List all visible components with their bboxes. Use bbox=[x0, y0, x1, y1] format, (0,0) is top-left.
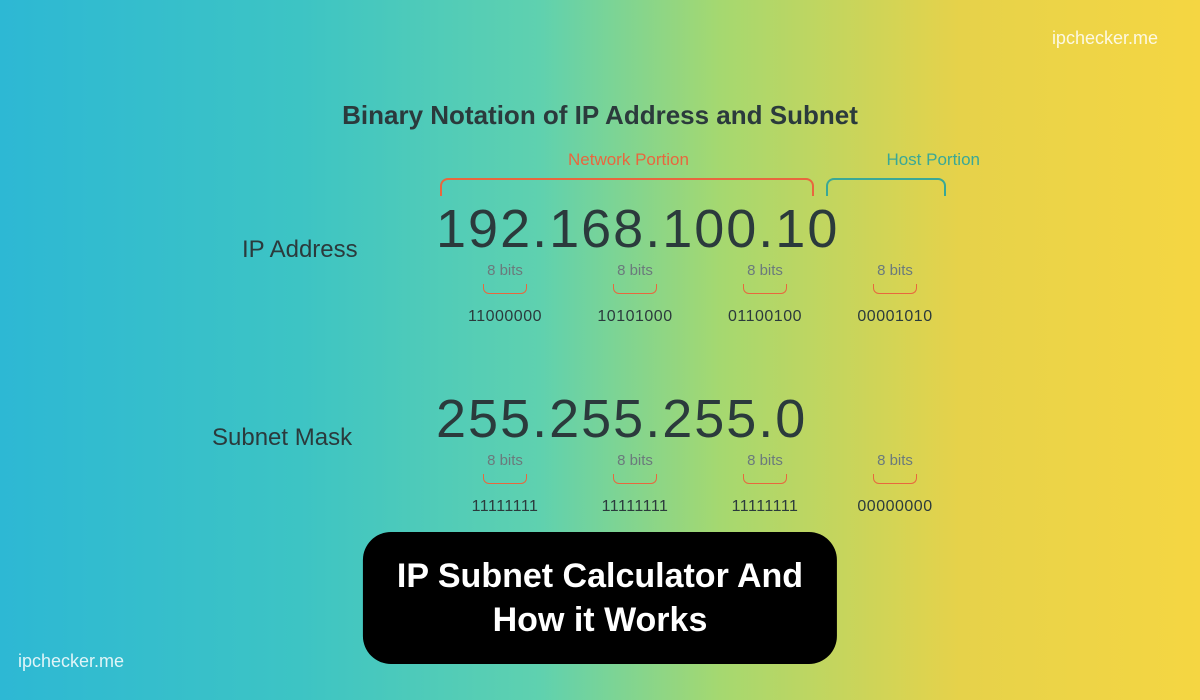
caption-line-1: IP Subnet Calculator And bbox=[397, 554, 803, 598]
mini-bracket bbox=[700, 474, 830, 484]
watermark-top-right: ipchecker.me bbox=[1052, 28, 1158, 49]
bits-label: 8 bits bbox=[570, 452, 700, 469]
binary-octet: 11111111 bbox=[440, 498, 570, 516]
diagram-title: Binary Notation of IP Address and Subnet bbox=[342, 100, 858, 131]
mask-bits-row: 8 bits 8 bits 8 bits 8 bits bbox=[440, 452, 960, 469]
subnet-mask-value: 255.255.255.0 bbox=[436, 388, 807, 450]
network-portion-label: Network Portion bbox=[568, 150, 689, 170]
mini-bracket bbox=[830, 474, 960, 484]
binary-octet: 00001010 bbox=[830, 308, 960, 326]
mini-bracket bbox=[700, 284, 830, 294]
portion-labels-row: Network Portion Host Portion bbox=[440, 150, 980, 178]
bits-label: 8 bits bbox=[830, 452, 960, 469]
ip-bits-row: 8 bits 8 bits 8 bits 8 bits bbox=[440, 262, 960, 279]
network-bracket bbox=[440, 178, 814, 196]
caption-box: IP Subnet Calculator And How it Works bbox=[363, 532, 837, 664]
bits-label: 8 bits bbox=[440, 262, 570, 279]
host-portion-label: Host Portion bbox=[886, 150, 980, 170]
subnet-mask-label: Subnet Mask bbox=[212, 424, 352, 452]
watermark-bottom-left: ipchecker.me bbox=[18, 651, 124, 672]
binary-octet: 11111111 bbox=[700, 498, 830, 516]
bits-label: 8 bits bbox=[570, 262, 700, 279]
binary-octet: 11111111 bbox=[570, 498, 700, 516]
binary-octet: 10101000 bbox=[570, 308, 700, 326]
bits-label: 8 bits bbox=[440, 452, 570, 469]
mini-bracket bbox=[570, 474, 700, 484]
binary-octet: 11000000 bbox=[440, 308, 570, 326]
mask-binary-row: 11111111 11111111 11111111 00000000 bbox=[440, 498, 960, 516]
bits-label: 8 bits bbox=[700, 452, 830, 469]
caption-line-2: How it Works bbox=[397, 598, 803, 642]
mini-bracket bbox=[440, 284, 570, 294]
binary-octet: 00000000 bbox=[830, 498, 960, 516]
bits-label: 8 bits bbox=[830, 262, 960, 279]
binary-octet: 01100100 bbox=[700, 308, 830, 326]
mask-mini-brackets bbox=[440, 474, 960, 484]
mini-bracket bbox=[440, 474, 570, 484]
ip-address-label: IP Address bbox=[242, 236, 358, 264]
ip-address-value: 192.168.100.10 bbox=[436, 198, 839, 260]
ip-mini-brackets bbox=[440, 284, 960, 294]
host-bracket bbox=[826, 178, 946, 196]
mini-bracket bbox=[570, 284, 700, 294]
bits-label: 8 bits bbox=[700, 262, 830, 279]
ip-binary-row: 11000000 10101000 01100100 00001010 bbox=[440, 308, 960, 326]
mini-bracket bbox=[830, 284, 960, 294]
